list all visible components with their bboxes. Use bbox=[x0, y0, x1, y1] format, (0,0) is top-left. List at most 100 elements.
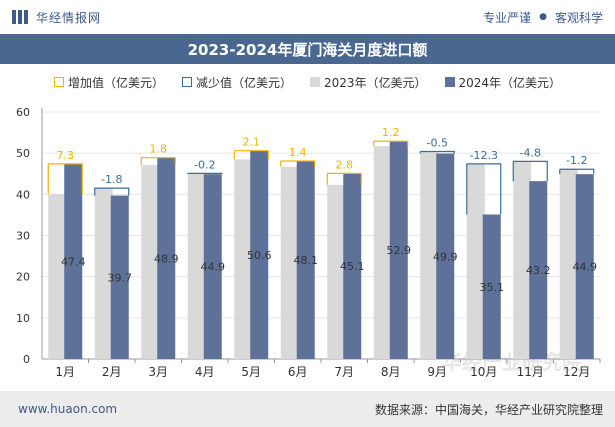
slogan-left: 专业严谨 bbox=[483, 10, 532, 25]
legend-swatch-2024 bbox=[444, 77, 455, 87]
bar-2024 bbox=[203, 174, 222, 359]
change-label: -0.5 bbox=[427, 137, 448, 150]
footer-source: 数据来源：中国海关，华经产业研究院整理 bbox=[374, 402, 603, 417]
bar-2024 bbox=[343, 173, 362, 359]
increase-box bbox=[233, 150, 269, 160]
bar-2024 bbox=[575, 174, 594, 359]
bar-2023 bbox=[327, 184, 346, 359]
chart-plot: 华经产业研究院 0 10 20 30 40 50 60 7.3 47.4 1月 -1.8 39.7 2月 1… bbox=[16, 106, 601, 379]
x-tick-label: 10月 bbox=[470, 365, 497, 379]
y-tick-label: 40 bbox=[16, 188, 30, 201]
chart-title: 2023-2024年厦门海关月度进口额 bbox=[187, 40, 428, 59]
bar-2024 bbox=[250, 150, 269, 359]
x-tick-label: 9月 bbox=[427, 365, 447, 379]
bar-2023 bbox=[141, 165, 160, 359]
change-label: 2.8 bbox=[336, 158, 354, 171]
legend-label-increase: 增加值（亿美元） bbox=[67, 75, 164, 90]
x-tick-label: 11月 bbox=[517, 365, 544, 379]
bar-2024-value-label: 52.9 bbox=[387, 244, 412, 257]
chart-title-bar: 2023-2024年厦门海关月度进口额 bbox=[0, 34, 615, 64]
bar-2023 bbox=[559, 169, 578, 359]
change-label: -12.3 bbox=[470, 149, 498, 162]
y-tick-label: 50 bbox=[16, 147, 30, 160]
decrease-box bbox=[419, 150, 455, 154]
legend-item-decrease[interactable]: 减少值（亿美元） bbox=[181, 74, 292, 91]
top-bar: 华经情报网 专业严谨 ● 客观科学 bbox=[0, 0, 615, 34]
bar-2024-value-label: 48.9 bbox=[154, 252, 179, 265]
x-tick-label: 6月 bbox=[288, 365, 308, 379]
change-label: 2.1 bbox=[243, 136, 261, 149]
bar-2023 bbox=[373, 146, 392, 359]
bar-2023 bbox=[187, 173, 206, 359]
x-tick-label: 4月 bbox=[195, 365, 215, 379]
bar-2023 bbox=[94, 188, 113, 359]
change-label: 1.8 bbox=[150, 143, 168, 156]
legend-swatch-decrease bbox=[181, 77, 192, 87]
bar-2024 bbox=[529, 181, 548, 359]
y-tick-label: 10 bbox=[16, 312, 30, 325]
legend-label-2023: 2023年（亿美元） bbox=[323, 75, 427, 90]
increase-box bbox=[326, 172, 362, 185]
increase-box bbox=[140, 157, 176, 166]
change-label: -0.2 bbox=[194, 158, 215, 171]
bar-2024-value-label: 35.1 bbox=[480, 281, 505, 294]
bar-2024 bbox=[436, 153, 455, 359]
increase-box bbox=[47, 163, 83, 194]
x-tick-label: 12月 bbox=[563, 365, 590, 379]
change-label: -1.8 bbox=[101, 173, 122, 186]
increase-box bbox=[373, 140, 409, 147]
watermark-text: 华经产业研究院 bbox=[442, 350, 582, 374]
bar-2024-value-label: 47.4 bbox=[61, 255, 86, 268]
decrease-box bbox=[187, 172, 223, 175]
bar-2024-value-label: 49.9 bbox=[433, 250, 458, 263]
change-label: 7.3 bbox=[57, 149, 75, 162]
bar-2023 bbox=[280, 166, 299, 359]
bar-2024 bbox=[482, 214, 501, 359]
legend-swatch-increase bbox=[53, 77, 64, 87]
bar-2024-value-label: 45.1 bbox=[340, 260, 365, 273]
bar-2024-value-label: 44.9 bbox=[573, 261, 598, 274]
slogan: 专业严谨 ● 客观科学 bbox=[483, 9, 603, 26]
bar-2023 bbox=[420, 151, 439, 359]
change-label: -1.2 bbox=[566, 154, 587, 167]
y-tick-label: 20 bbox=[16, 271, 30, 284]
decrease-box bbox=[94, 187, 130, 196]
bar-2024 bbox=[110, 195, 129, 359]
chart-legend: 增加值（亿美元） 减少值（亿美元） 2023年（亿美元） 2024年（亿美元） bbox=[0, 70, 615, 94]
legend-item-2024[interactable]: 2024年（亿美元） bbox=[444, 74, 562, 91]
y-tick-label: 30 bbox=[16, 230, 30, 243]
brand: 华经情报网 bbox=[12, 9, 101, 26]
legend-item-2023[interactable]: 2023年（亿美元） bbox=[309, 74, 427, 91]
x-tick-label: 8月 bbox=[381, 365, 401, 379]
slogan-right: 客观科学 bbox=[554, 10, 603, 25]
bar-2023 bbox=[234, 159, 253, 359]
x-tick-label: 3月 bbox=[148, 365, 168, 379]
change-label: 1.4 bbox=[289, 146, 307, 159]
bar-2023 bbox=[513, 161, 532, 359]
legend-item-increase[interactable]: 增加值（亿美元） bbox=[53, 74, 164, 91]
bar-2024-value-label: 50.6 bbox=[247, 249, 272, 262]
legend-label-2024: 2024年（亿美元） bbox=[458, 75, 562, 90]
brand-name[interactable]: 华经情报网 bbox=[36, 10, 102, 25]
bar-2024 bbox=[157, 157, 176, 359]
legend-label-decrease: 减少值（亿美元） bbox=[195, 75, 292, 90]
increase-box bbox=[280, 160, 316, 167]
x-tick-label: 7月 bbox=[334, 365, 354, 379]
decrease-box bbox=[512, 160, 548, 182]
footer-website[interactable]: www.huaon.com bbox=[18, 402, 118, 416]
brand-logo-icon bbox=[12, 10, 28, 24]
bar-2024 bbox=[296, 160, 315, 359]
footer: www.huaon.com 数据来源：中国海关，华经产业研究院整理 bbox=[0, 391, 615, 427]
legend-swatch-2023 bbox=[309, 77, 320, 87]
bar-2024 bbox=[389, 141, 408, 359]
slogan-dot: ● bbox=[539, 12, 547, 22]
bar-2024-value-label: 48.1 bbox=[294, 254, 319, 267]
bar-2023 bbox=[48, 193, 67, 359]
change-label: 1.2 bbox=[382, 126, 400, 139]
bar-2024-value-label: 39.7 bbox=[108, 271, 133, 284]
decrease-box bbox=[559, 168, 595, 175]
bar-2024-value-label: 43.2 bbox=[526, 264, 551, 277]
y-tick-label: 60 bbox=[16, 106, 30, 119]
y-tick-label: 0 bbox=[23, 353, 30, 366]
decrease-box bbox=[466, 163, 502, 215]
